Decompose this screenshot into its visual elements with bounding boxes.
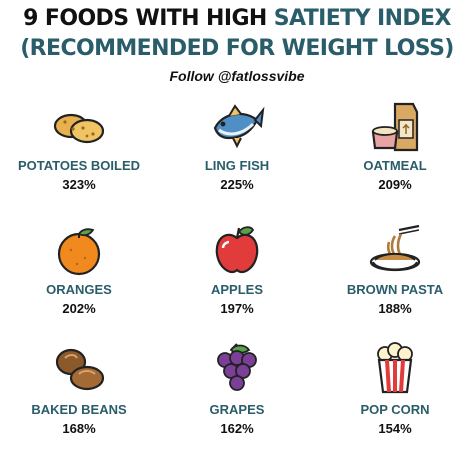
- food-name: LING FISH: [204, 158, 270, 173]
- beans-icon: [51, 340, 107, 396]
- food-name: OATMEAL: [363, 158, 427, 173]
- food-value: 225%: [220, 177, 254, 192]
- food-value: 197%: [220, 301, 254, 316]
- food-name: ORANGES: [46, 282, 112, 297]
- follow-handle: Follow @fatlossvibe: [169, 68, 305, 84]
- food-name: BROWN PASTA: [346, 282, 444, 297]
- food-card-baked-beans: BAKED BEANS 168%: [0, 340, 158, 440]
- orange-icon: [51, 222, 107, 278]
- title-part-2: SATIETY INDEX: [273, 6, 452, 31]
- food-value: 209%: [378, 177, 412, 192]
- food-name: GRAPES: [209, 402, 265, 417]
- grapes-icon: [209, 340, 265, 396]
- food-card-oatmeal: OATMEAL 209%: [316, 98, 474, 198]
- food-card-pop-corn: POP CORN 154%: [316, 340, 474, 440]
- food-value: 168%: [62, 421, 96, 436]
- popcorn-icon: [367, 340, 423, 396]
- potatoes-icon: [51, 98, 107, 154]
- oatmeal-icon: [367, 98, 423, 154]
- food-value: 188%: [378, 301, 412, 316]
- title-part-1: 9 FOODS WITH HIGH: [23, 6, 267, 31]
- food-value: 154%: [378, 421, 412, 436]
- food-value: 323%: [62, 177, 96, 192]
- food-name: APPLES: [210, 282, 263, 297]
- pasta-icon: [367, 222, 423, 278]
- apple-icon: [209, 222, 265, 278]
- food-card-potatoes: POTATOES BOILED 323%: [0, 98, 158, 198]
- food-name: BAKED BEANS: [31, 402, 127, 417]
- food-card-oranges: ORANGES 202%: [0, 222, 158, 322]
- food-name: POP CORN: [360, 402, 430, 417]
- food-card-ling-fish: LING FISH 225%: [158, 98, 316, 198]
- page-subtitle: (RECOMMENDED FOR WEIGHT LOSS): [20, 36, 454, 61]
- fish-icon: [209, 98, 265, 154]
- food-name: POTATOES BOILED: [17, 158, 141, 173]
- food-card-grapes: GRAPES 162%: [158, 340, 316, 440]
- page-title: 9 FOODS WITH HIGH SATIETY INDEX: [0, 6, 474, 32]
- food-card-brown-pasta: BROWN PASTA 188%: [316, 222, 474, 322]
- food-card-apples: APPLES 197%: [158, 222, 316, 322]
- food-value: 202%: [62, 301, 96, 316]
- food-value: 162%: [220, 421, 254, 436]
